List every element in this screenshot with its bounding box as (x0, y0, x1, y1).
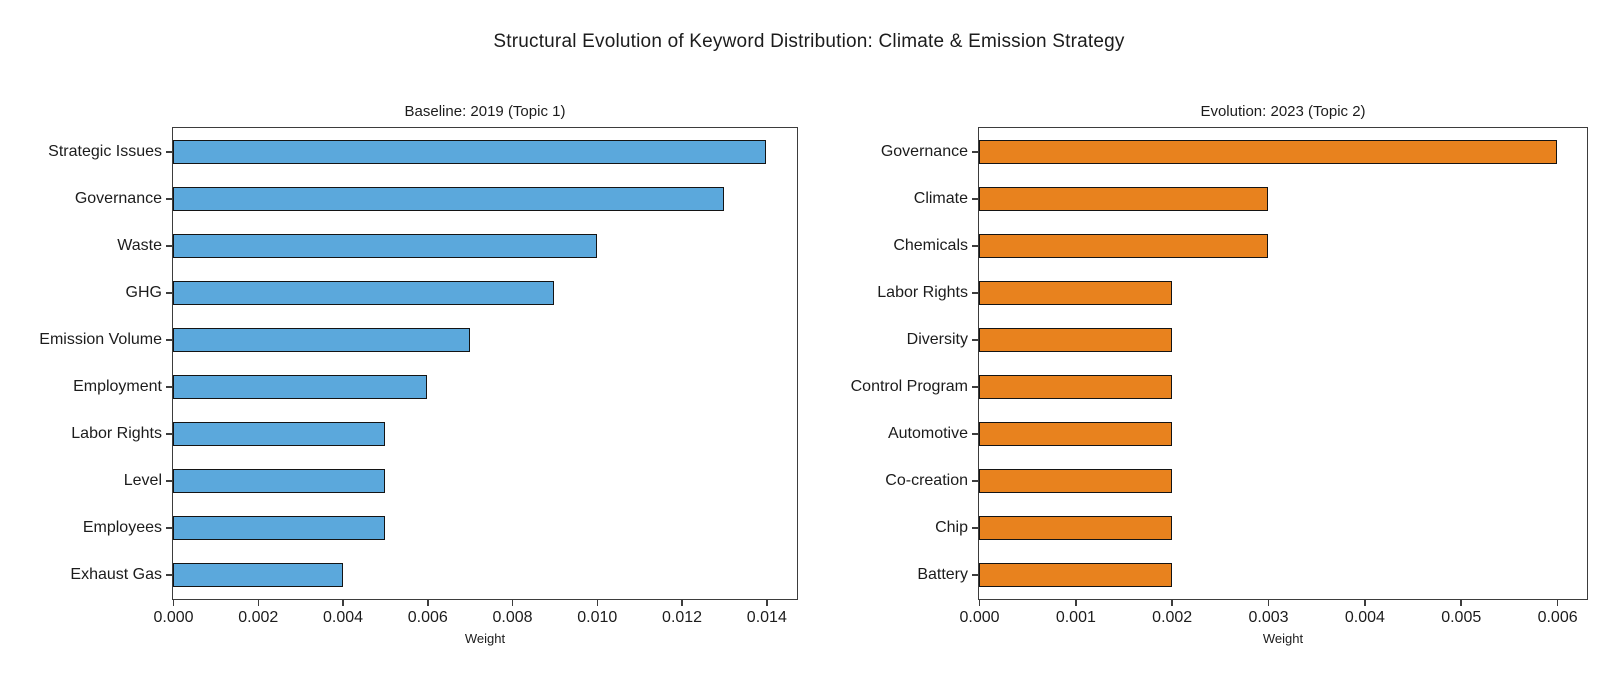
bar-chemicals (979, 233, 1269, 258)
ytick-mark (972, 292, 978, 294)
xaxis-title-weight: Weight (464, 631, 506, 646)
xtick-mark (427, 600, 429, 606)
bar-exhaust-gas (173, 562, 343, 587)
bar-waste (173, 233, 597, 258)
xtick-label: 0.014 (746, 609, 787, 626)
plot-area-baseline (172, 127, 798, 600)
bar-governance (979, 139, 1558, 164)
ytick-label-exhaust-gas: Exhaust Gas (70, 566, 162, 583)
xtick-label: 0.008 (492, 609, 533, 626)
bar-climate (979, 186, 1269, 211)
bar-employees (173, 515, 385, 540)
ytick-label-governance: Governance (880, 143, 968, 160)
ytick-label-labor-rights: Labor Rights (71, 425, 162, 442)
bar-chip (979, 515, 1172, 540)
xtick-label: 0.003 (1248, 609, 1289, 626)
ytick-label-chemicals: Chemicals (893, 237, 968, 254)
xtick-label: 0.002 (238, 609, 279, 626)
ytick-mark (166, 433, 172, 435)
ytick-label-ghg: GHG (125, 284, 162, 301)
xtick-mark (1460, 600, 1462, 606)
ytick-mark (972, 198, 978, 200)
ytick-mark (972, 480, 978, 482)
bar-control-program (979, 374, 1172, 399)
xtick-mark (257, 600, 259, 606)
xtick-label: 0.004 (322, 609, 364, 626)
bar-battery (979, 562, 1172, 587)
bar-diversity (979, 327, 1172, 352)
bar-employment (173, 374, 428, 399)
bar-governance (173, 186, 724, 211)
ytick-label-employment: Employment (73, 378, 162, 395)
xtick-label: 0.010 (577, 609, 618, 626)
ytick-mark (166, 527, 172, 529)
xtick-mark (511, 600, 514, 606)
ytick-label-chip: Chip (935, 519, 968, 536)
ytick-mark (166, 386, 172, 388)
ytick-mark (166, 245, 172, 247)
xtick-mark (596, 600, 599, 606)
xtick-mark (1171, 600, 1173, 606)
bar-co-creation (979, 468, 1172, 493)
ytick-mark (972, 386, 978, 388)
ytick-mark (972, 151, 978, 153)
ytick-label-battery: Battery (917, 566, 968, 583)
ytick-mark (166, 198, 172, 200)
bar-strategic-issues (173, 139, 767, 164)
ytick-label-emission-volume: Emission Volume (39, 331, 162, 348)
ytick-mark (972, 527, 978, 529)
ytick-label-waste: Waste (117, 237, 162, 254)
ytick-mark (166, 480, 172, 482)
xtick-label: 0.006 (407, 609, 448, 626)
ytick-mark (166, 574, 172, 576)
xtick-label: 0.012 (662, 609, 703, 626)
ytick-label-automotive: Automotive (887, 425, 968, 442)
plot-area-evolution (978, 127, 1588, 600)
xtick-mark (1556, 600, 1559, 606)
xtick-label: 0.001 (1055, 609, 1096, 626)
ytick-mark (972, 245, 978, 247)
xtick-mark (342, 600, 344, 606)
ytick-label-governance: Governance (74, 190, 162, 207)
ytick-mark (972, 433, 978, 435)
ytick-label-labor-rights: Labor Rights (877, 284, 968, 301)
xtick-label: 0.006 (1537, 609, 1578, 626)
ytick-mark (166, 292, 172, 294)
xaxis-title-weight: Weight (1262, 631, 1304, 646)
figure-title: Structural Evolution of Keyword Distribu… (493, 31, 1125, 52)
xtick-label: 0.002 (1152, 609, 1193, 626)
ytick-mark (972, 574, 978, 576)
ytick-label-strategic-issues: Strategic Issues (48, 143, 162, 160)
ytick-label-diversity: Diversity (906, 331, 968, 348)
subplot-title-evolution: Evolution: 2023 (Topic 2) (1200, 103, 1366, 120)
ytick-label-employees: Employees (82, 519, 162, 536)
ytick-mark (972, 339, 978, 341)
bar-ghg (173, 280, 555, 305)
ytick-label-level: Level (123, 472, 162, 489)
subplot-title-baseline: Baseline: 2019 (Topic 1) (404, 103, 566, 120)
ytick-label-control-program: Control Program (850, 378, 968, 395)
bar-emission-volume (173, 327, 470, 352)
bar-level (173, 468, 385, 493)
xtick-mark (766, 600, 768, 606)
xtick-mark (1267, 600, 1270, 606)
bar-labor-rights (979, 280, 1172, 305)
ytick-label-climate: Climate (913, 190, 968, 207)
xtick-label: 0.000 (959, 609, 1000, 626)
xtick-label: 0.005 (1441, 609, 1482, 626)
bar-automotive (979, 421, 1172, 446)
ytick-mark (166, 339, 172, 341)
xtick-mark (978, 600, 981, 606)
xtick-mark (172, 600, 175, 606)
xtick-mark (1075, 600, 1077, 606)
ytick-mark (166, 151, 172, 153)
xtick-label: 0.004 (1344, 609, 1385, 626)
xtick-label: 0.000 (153, 609, 194, 626)
xtick-mark (681, 600, 683, 606)
xtick-mark (1364, 600, 1366, 606)
ytick-label-co-creation: Co-creation (885, 472, 968, 489)
bar-labor-rights (173, 421, 385, 446)
